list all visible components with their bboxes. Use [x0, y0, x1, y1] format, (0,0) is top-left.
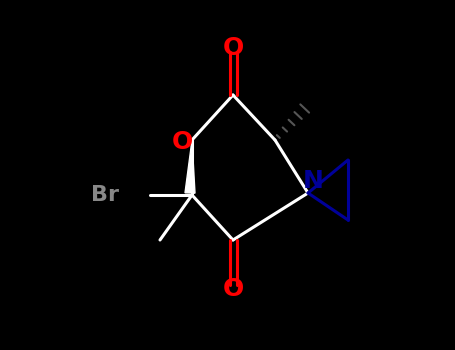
Polygon shape [185, 140, 195, 193]
Text: O: O [222, 36, 243, 60]
Text: Br: Br [91, 185, 119, 205]
Text: O: O [172, 130, 192, 154]
Text: O: O [222, 277, 243, 301]
Text: N: N [303, 169, 324, 193]
